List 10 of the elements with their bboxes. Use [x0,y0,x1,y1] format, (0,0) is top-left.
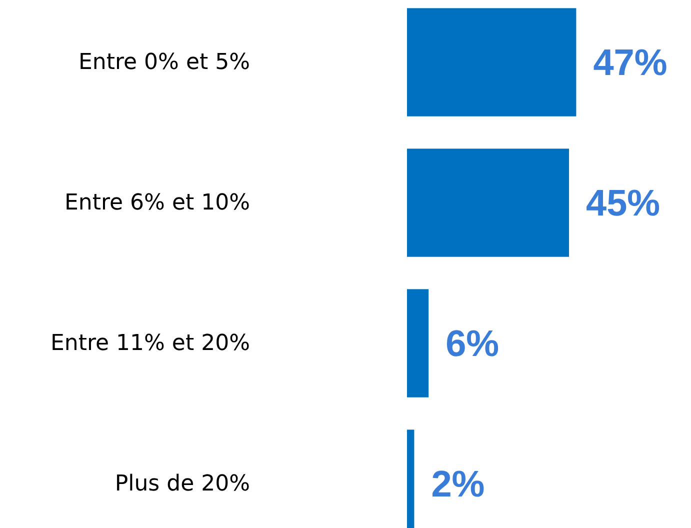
data-label: 45% [586,182,660,224]
bar [407,8,576,116]
data-label: 2% [431,463,485,504]
y-tick-label: Entre 11% et 20% [50,330,250,356]
bar [407,148,569,257]
y-tick-label: Entre 0% et 5% [78,50,250,75]
y-tick-label: Entre 6% et 10% [64,190,250,216]
data-label: 6% [446,322,500,364]
data-label: 47% [593,42,668,83]
y-tick-label: Plus de 20% [114,471,250,496]
